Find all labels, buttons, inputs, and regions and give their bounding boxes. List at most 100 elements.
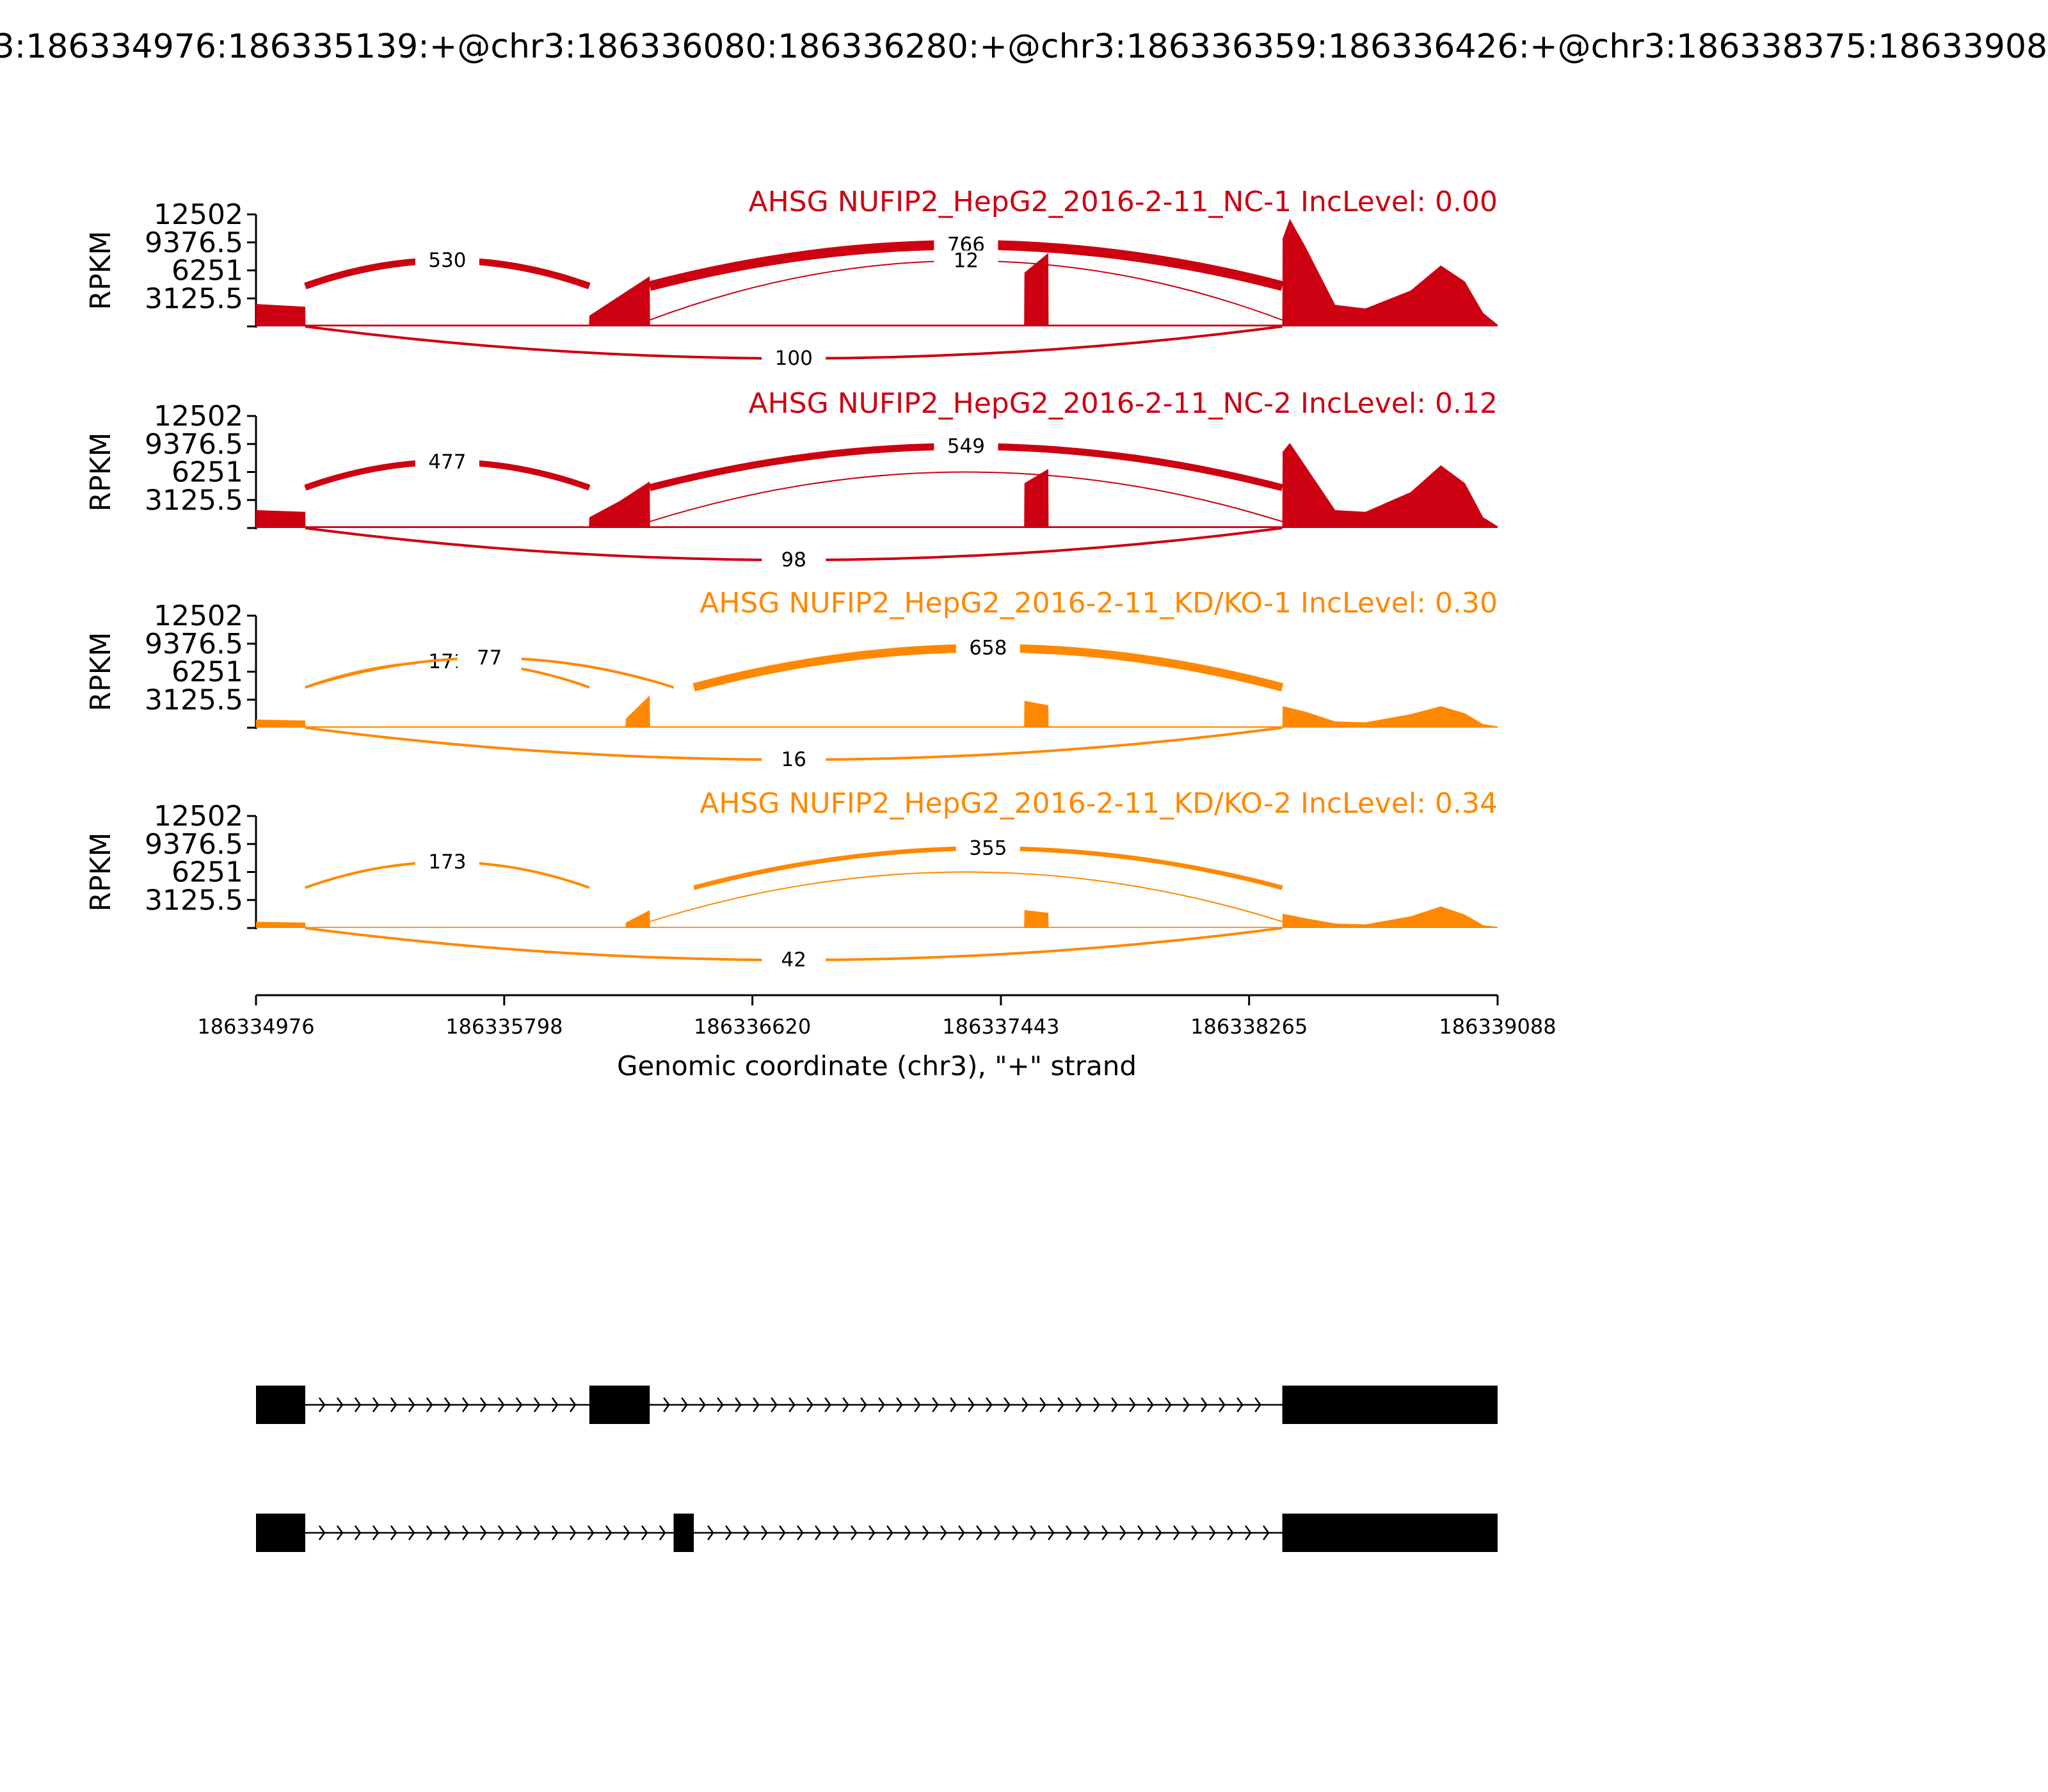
strand-chevron-icon <box>408 1525 415 1540</box>
strand-chevron-icon <box>914 1397 921 1412</box>
junction-arc <box>649 471 1283 522</box>
strand-chevron-icon <box>641 1525 648 1540</box>
junction-label-bg <box>934 436 998 461</box>
panel-4: AHSG NUFIP2_HepG2_2016-2-11_KD/KO-2 IncL… <box>84 787 1498 974</box>
strand-chevron-icon <box>587 1525 595 1540</box>
x-tick-label: 186338265 <box>1190 1014 1308 1039</box>
strand-chevron-icon <box>408 1397 415 1412</box>
strand-chevron-icon <box>699 1397 706 1412</box>
y-tick-label: 12502 <box>154 198 243 231</box>
y-tick-label: 3125.5 <box>145 484 243 516</box>
strand-chevron-icon <box>318 1525 326 1540</box>
strand-chevron-icon <box>479 1397 487 1412</box>
strand-chevron-icon <box>461 1525 469 1540</box>
x-tick-label: 186337443 <box>942 1014 1059 1039</box>
x-tick-label: 186339088 <box>1439 1014 1556 1039</box>
y-tick-label: 6251 <box>172 656 243 689</box>
panel-title: AHSG NUFIP2_HepG2_2016-2-11_NC-1 IncLeve… <box>749 186 1498 218</box>
junction-count-label: 355 <box>969 837 1007 860</box>
strand-chevron-icon <box>1075 1397 1082 1412</box>
exon-block <box>256 1514 305 1552</box>
strand-chevron-icon <box>515 1525 523 1540</box>
strand-chevron-icon <box>868 1525 876 1540</box>
y-axis-label: RPKM <box>84 231 117 310</box>
junction-arc <box>649 871 1283 922</box>
strand-chevron-icon <box>681 1397 688 1412</box>
strand-chevron-icon <box>1155 1525 1162 1540</box>
x-axis-label: Genomic coordinate (chr3), "+" strand <box>617 1050 1137 1082</box>
panel-title: AHSG NUFIP2_HepG2_2016-2-11_KD/KO-1 IncL… <box>700 587 1498 620</box>
isoform-1 <box>256 1386 1498 1424</box>
junction-label-bg <box>956 838 1020 863</box>
strand-chevron-icon <box>354 1397 362 1412</box>
y-tick-label: 3125.5 <box>145 684 243 716</box>
junction-label-bg <box>415 452 479 477</box>
strand-chevron-icon <box>1219 1397 1226 1412</box>
strand-chevron-icon <box>994 1525 1001 1540</box>
chart-title: chr3:186334976:186335139:+@chr3:18633608… <box>0 28 2048 66</box>
strand-chevron-icon <box>806 1397 813 1412</box>
junction-label-bg <box>956 637 1020 662</box>
strand-chevron-icon <box>1129 1397 1136 1412</box>
strand-chevron-icon <box>1101 1525 1108 1540</box>
strand-chevron-icon <box>1084 1525 1091 1540</box>
junction-count-label: 98 <box>781 548 806 572</box>
strand-chevron-icon <box>1245 1525 1252 1540</box>
strand-chevron-icon <box>1030 1525 1037 1540</box>
strand-chevron-icon <box>842 1397 849 1412</box>
x-tick-label: 186336620 <box>694 1014 811 1039</box>
strand-chevron-icon <box>761 1525 768 1540</box>
strand-chevron-icon <box>904 1525 911 1540</box>
strand-chevron-icon <box>1183 1397 1190 1412</box>
coverage-area <box>256 443 1498 528</box>
strand-chevron-icon <box>717 1397 724 1412</box>
strand-chevron-icon <box>569 1525 577 1540</box>
panel-title: AHSG NUFIP2_HepG2_2016-2-11_NC-2 IncLeve… <box>749 387 1498 420</box>
strand-chevron-icon <box>515 1397 523 1412</box>
junction-count-label: 477 <box>428 451 466 474</box>
strand-chevron-icon <box>1165 1397 1172 1412</box>
strand-chevron-icon <box>1093 1397 1100 1412</box>
strand-chevron-icon <box>1039 1397 1046 1412</box>
strand-chevron-icon <box>497 1397 505 1412</box>
junction-label-bg <box>415 250 479 275</box>
strand-chevron-icon <box>354 1525 362 1540</box>
strand-chevron-icon <box>735 1397 742 1412</box>
panel-2: AHSG NUFIP2_HepG2_2016-2-11_NC-2 IncLeve… <box>84 387 1498 574</box>
strand-chevron-icon <box>860 1397 867 1412</box>
strand-chevron-icon <box>426 1525 433 1540</box>
strand-chevron-icon <box>779 1525 786 1540</box>
strand-chevron-icon <box>851 1525 858 1540</box>
isoform-track <box>256 1386 1498 1552</box>
junction-count-label: 12 <box>954 250 979 273</box>
y-tick-label: 3125.5 <box>145 884 243 916</box>
strand-chevron-icon <box>886 1525 893 1540</box>
exon-block <box>256 1386 305 1424</box>
strand-chevron-icon <box>824 1397 831 1412</box>
strand-chevron-icon <box>659 1525 666 1540</box>
y-tick-label: 3125.5 <box>145 282 243 315</box>
y-tick-label: 6251 <box>172 255 243 287</box>
y-tick-label: 12502 <box>154 600 243 632</box>
strand-chevron-icon <box>605 1525 612 1540</box>
junction-count-label: 16 <box>781 748 806 771</box>
junction-label-bg <box>762 749 826 774</box>
strand-chevron-icon <box>771 1397 778 1412</box>
panel-3: AHSG NUFIP2_HepG2_2016-2-11_KD/KO-1 IncL… <box>84 587 1498 774</box>
strand-chevron-icon <box>1173 1525 1180 1540</box>
strand-chevron-icon <box>1057 1397 1064 1412</box>
exon-block <box>1282 1386 1498 1424</box>
y-axis-label: RPKM <box>84 833 117 912</box>
strand-chevron-icon <box>753 1397 760 1412</box>
junction-count-label: 658 <box>969 637 1007 660</box>
strand-chevron-icon <box>1119 1525 1126 1540</box>
panel-1: AHSG NUFIP2_HepG2_2016-2-11_NC-1 IncLeve… <box>84 186 1498 372</box>
x-tick-label: 186335798 <box>445 1014 563 1039</box>
strand-chevron-icon <box>426 1397 433 1412</box>
strand-chevron-icon <box>1236 1397 1244 1412</box>
strand-chevron-icon <box>950 1397 957 1412</box>
strand-chevron-icon <box>1263 1525 1270 1540</box>
strand-chevron-icon <box>336 1525 344 1540</box>
junction-count-label: 549 <box>947 435 985 458</box>
